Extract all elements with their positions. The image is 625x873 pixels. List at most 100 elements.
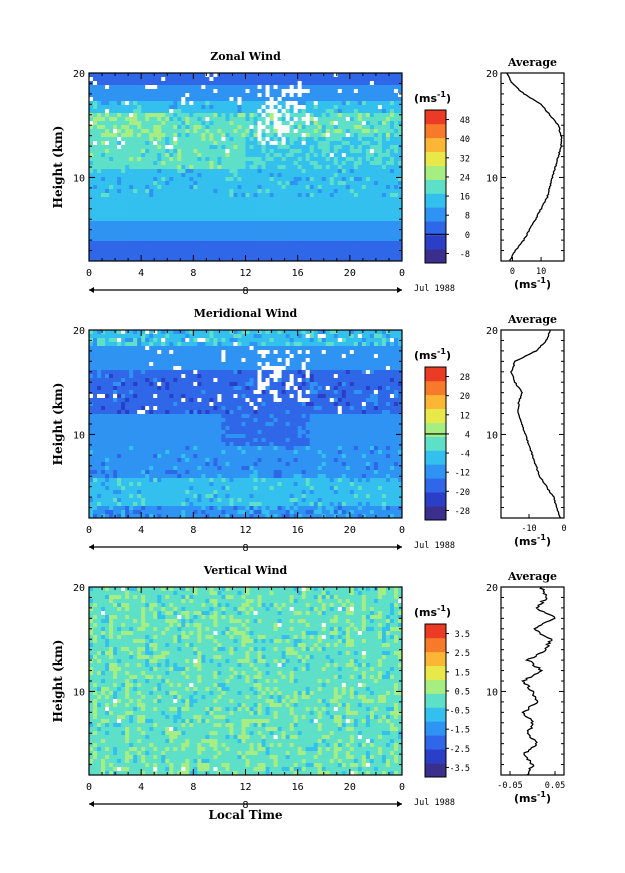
colorbar-level-label: -1.5	[450, 726, 470, 736]
x-tick-label: 0	[399, 525, 405, 536]
colorbar-swatch	[425, 450, 446, 465]
average-x-tick-label: -10	[521, 524, 536, 534]
colorbar-swatch	[425, 408, 446, 423]
x-tick-label: 0	[399, 782, 405, 793]
x-tick-label: 0	[86, 782, 92, 793]
y-ticks	[89, 72, 402, 262]
colorbar-level-label: 48	[460, 116, 470, 126]
colorbar-unit-label: (ms-1)	[414, 347, 451, 362]
colorbar-swatch	[425, 123, 446, 139]
x-ticks	[88, 73, 403, 261]
day-bar-arrow	[397, 801, 402, 807]
y-axis-label: Height (km)	[51, 640, 65, 723]
average-unit-label: (ms-1)	[514, 533, 551, 548]
colorbar-swatch	[425, 624, 446, 639]
panel-title: Zonal Wind	[210, 50, 281, 63]
colorbar-swatch	[425, 707, 446, 722]
colorbar-swatch	[425, 422, 446, 437]
colorbar-swatch	[425, 193, 446, 208]
heatmap	[89, 330, 403, 519]
x-tick-label: 0	[86, 525, 92, 536]
colorbar-swatch	[425, 478, 446, 493]
average-x-tick-label: -0.05	[497, 781, 523, 791]
x-tick-label: 20	[344, 782, 356, 793]
colorbar-swatch	[425, 749, 446, 764]
y-tick-label: 20	[73, 69, 85, 80]
x-tick-label: 0	[86, 268, 92, 279]
x-tick-label: 20	[344, 268, 356, 279]
colorbar-level-label: 20	[460, 392, 470, 402]
colorbar-level-label: -2.5	[450, 745, 470, 755]
x-tick-label: 8	[190, 525, 196, 536]
y-ticks	[89, 329, 402, 519]
colorbar-frame	[424, 366, 447, 521]
average-frame	[500, 329, 565, 519]
colorbar: (ms-1) 28 20 12 4 -4 -12 -20 -28	[414, 347, 470, 521]
day-marker-label: 8	[242, 800, 248, 811]
heatmap	[89, 73, 403, 262]
average-profile-line	[521, 586, 556, 776]
colorbar-level-label: 2.5	[455, 649, 470, 659]
colorbar-level-label: -4	[460, 450, 470, 460]
day-bar-arrow	[397, 544, 402, 550]
colorbar-frame	[424, 623, 447, 778]
average-profile-line	[506, 72, 563, 261]
colorbar-level-label: 32	[460, 154, 470, 164]
colorbar-swatch	[425, 110, 446, 125]
heatmap	[89, 587, 403, 776]
date-label: Jul 1988	[414, 284, 455, 294]
colorbar-level-label: -0.5	[450, 707, 470, 717]
average-panel: Average 20 10 -10 0 (ms-1)	[486, 313, 567, 548]
colorbar-swatch	[425, 464, 446, 479]
colorbar-frame	[424, 109, 447, 264]
colorbar-level-label: -3.5	[450, 764, 470, 774]
colorbar-swatch	[425, 151, 446, 166]
x-tick-label: 12	[239, 268, 251, 279]
y-tick-label: 10	[73, 173, 85, 184]
colorbar-level-label: 16	[460, 193, 470, 203]
average-frame	[500, 72, 565, 262]
panel-title: Vertical Wind	[203, 564, 288, 577]
x-tick-label: 8	[190, 268, 196, 279]
colorbar-swatch	[425, 436, 446, 451]
day-bar-arrow	[89, 544, 94, 550]
y-ticks	[89, 586, 402, 776]
colorbar-level-label: 12	[460, 411, 470, 421]
average-title: Average	[507, 56, 557, 69]
colorbar-swatch	[425, 679, 446, 694]
y-tick-label: 10	[73, 687, 85, 698]
average-y-tick-label: 10	[486, 687, 498, 698]
colorbar-level-label: 8	[465, 212, 470, 222]
x-tick-label: 4	[138, 782, 144, 793]
x-ticks	[88, 587, 403, 775]
colorbar-swatch	[425, 665, 446, 680]
colorbar-unit-label: (ms-1)	[414, 90, 451, 105]
y-axis-label: Height (km)	[51, 383, 65, 466]
colorbar-level-label: 0.5	[455, 687, 470, 697]
colorbar-swatch	[425, 221, 446, 236]
x-tick-label: 0	[399, 268, 405, 279]
colorbar-swatch	[425, 721, 446, 736]
panel-meridional-wind: Meridional Wind 20 10 Height (km) 0 4 8 12 16 20 0…	[51, 307, 567, 554]
average-x-tick-label: 0.05	[545, 781, 565, 791]
colorbar-level-label: 24	[460, 173, 470, 183]
colorbar-swatch	[425, 137, 446, 153]
day-bar-arrow	[397, 287, 402, 293]
colorbar-level-label: -20	[455, 488, 470, 498]
x-tick-label: 16	[292, 525, 304, 536]
day-marker-label: 8	[242, 543, 248, 554]
colorbar-swatch	[425, 249, 446, 264]
colorbar-level-label: 3.5	[455, 630, 470, 640]
colorbar-swatch	[425, 235, 446, 250]
x-tick-label: 4	[138, 268, 144, 279]
average-y-tick-label: 20	[486, 326, 498, 337]
y-tick-label: 20	[73, 326, 85, 337]
colorbar-swatch	[425, 651, 446, 667]
x-tick-label: 8	[190, 782, 196, 793]
average-unit-label: (ms-1)	[514, 276, 551, 291]
colorbar-level-label: 40	[460, 135, 470, 145]
average-x-tick-label: 0	[510, 267, 515, 277]
